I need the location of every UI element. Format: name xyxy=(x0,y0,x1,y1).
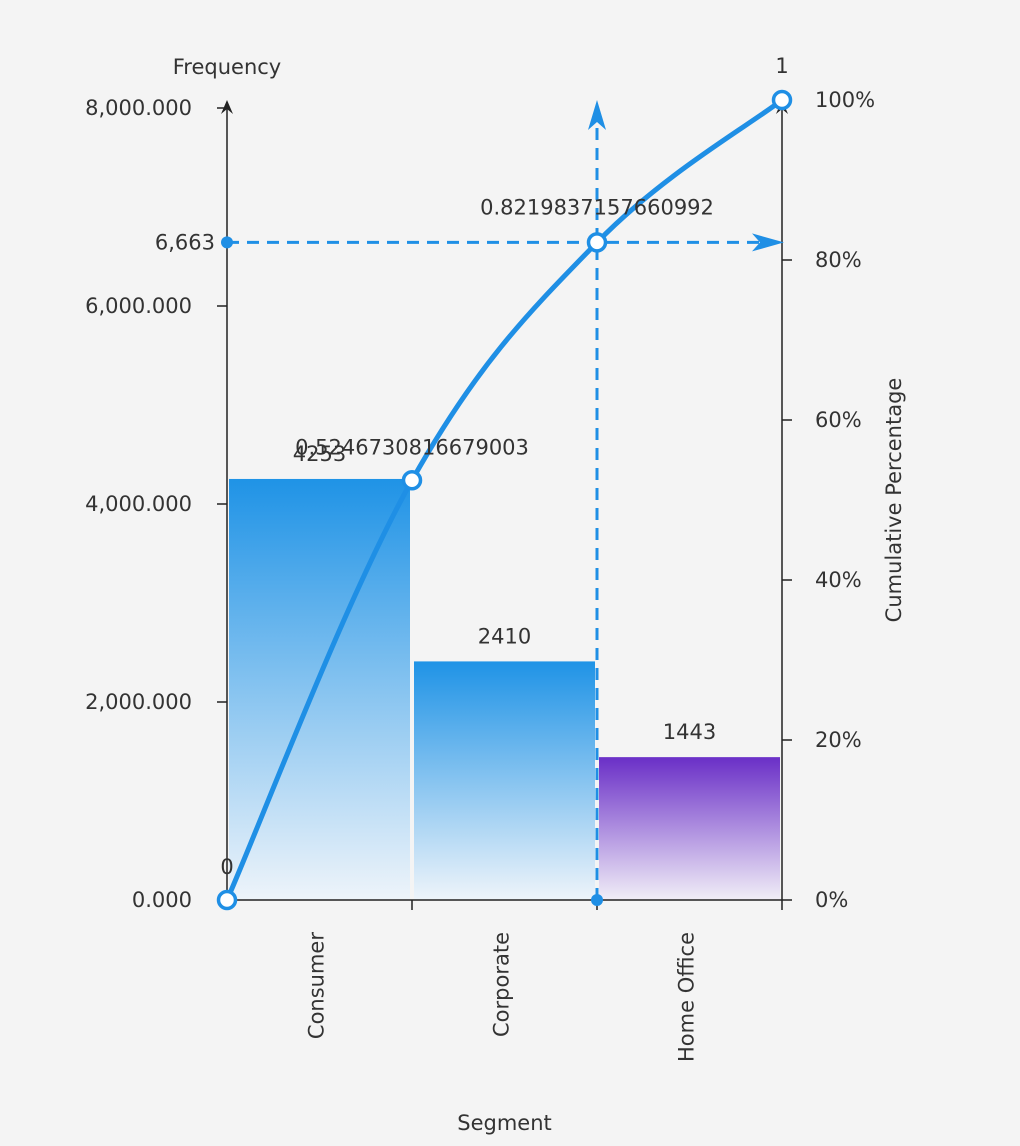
bar-consumer xyxy=(229,478,410,900)
y2-tick-label: 80% xyxy=(815,248,862,272)
bar-home-office xyxy=(599,757,780,900)
category-label: Consumer xyxy=(305,932,329,1039)
y2-tick-label: 0% xyxy=(815,888,848,912)
bar-corporate xyxy=(414,661,595,900)
axes-layer xyxy=(217,99,792,910)
guide-start-dot xyxy=(221,236,233,249)
horizontal-guide-arrow xyxy=(752,233,784,252)
y2-axis-title: Cumulative Percentage xyxy=(882,378,906,623)
cumulative-point xyxy=(586,232,608,253)
y2-tick-label: 40% xyxy=(815,568,862,592)
labels-layer: 4253 2410 1443 0.000 2,000.000 4,000.000 6,000… xyxy=(85,54,906,1135)
y2-tick-label: 100% xyxy=(815,88,875,112)
cumulative-point xyxy=(216,889,238,911)
bar-value-label: 1443 xyxy=(663,720,716,744)
category-label: Corporate xyxy=(490,932,514,1037)
cumulative-point-label: 0.8219837157660992 xyxy=(480,195,714,219)
category-label: Home Office xyxy=(675,932,699,1062)
x-axis-title: Segment xyxy=(457,1111,552,1135)
cumulative-point-label: 0.5246730816679003 xyxy=(295,435,529,459)
y-tick-label: 2,000.000 xyxy=(85,690,192,714)
y-tick-label: 4,000.000 xyxy=(85,492,192,516)
bars-layer xyxy=(229,478,780,900)
y-tick-label: 8,000.000 xyxy=(85,96,192,120)
marker-frequency-label: 6,663 xyxy=(155,230,215,254)
y-axis-title: Frequency xyxy=(173,55,282,79)
vertical-guide-arrow xyxy=(588,100,606,130)
guide-base-dot xyxy=(591,894,603,906)
cumulative-line xyxy=(224,97,785,903)
y-tick-label: 6,000.000 xyxy=(85,294,192,318)
y2-tick-label: 60% xyxy=(815,408,862,432)
cumulative-point xyxy=(401,470,423,491)
y2-tick-label: 20% xyxy=(815,728,862,752)
cumulative-point xyxy=(771,89,793,111)
y-axis-left-arrow xyxy=(221,100,233,114)
cumulative-point-label: 1 xyxy=(775,54,788,78)
guide-lines xyxy=(221,100,784,906)
cumulative-line-layer xyxy=(216,89,793,911)
bar-value-label: 2410 xyxy=(478,624,531,648)
y-tick-label: 0.000 xyxy=(132,888,192,912)
bar-value-label: 4253 xyxy=(293,442,346,466)
cumulative-point-label: 0 xyxy=(220,855,233,879)
